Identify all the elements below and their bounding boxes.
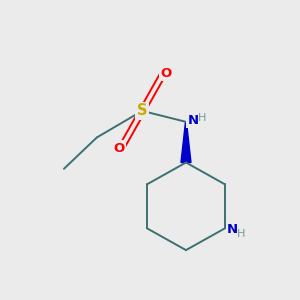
Text: H: H xyxy=(198,113,206,123)
Text: O: O xyxy=(113,142,124,155)
Text: H: H xyxy=(237,230,245,239)
Text: S: S xyxy=(137,103,147,118)
Text: N: N xyxy=(227,223,238,236)
Text: O: O xyxy=(160,67,171,80)
Polygon shape xyxy=(181,122,191,163)
Text: N: N xyxy=(188,114,199,127)
